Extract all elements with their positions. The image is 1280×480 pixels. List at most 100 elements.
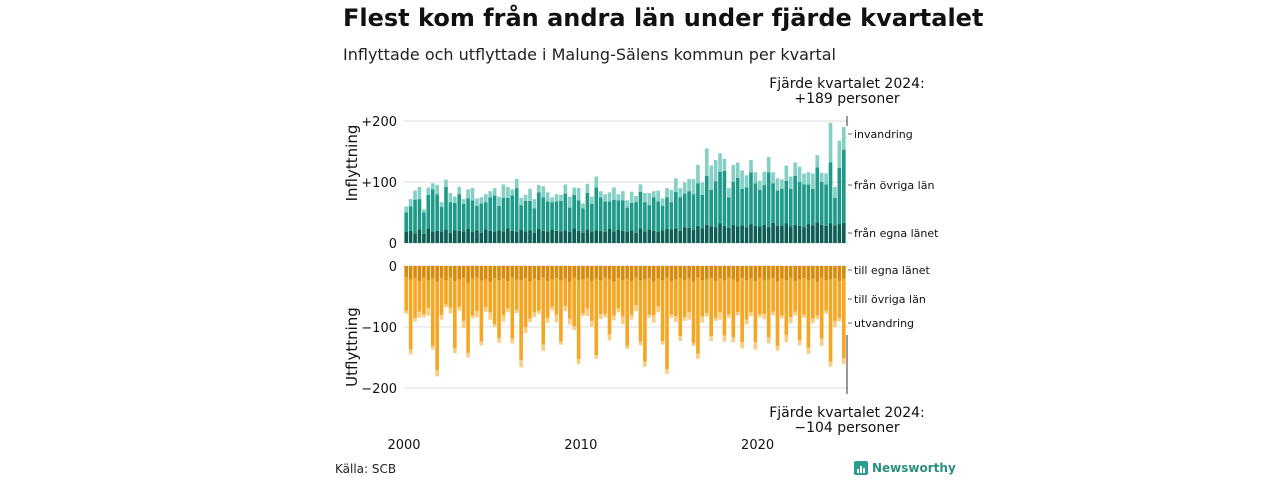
- bar-segment: [457, 266, 462, 280]
- newsworthy-logo[interactable]: Newsworthy: [854, 461, 956, 475]
- bar-segment: [762, 171, 767, 186]
- bar-segment: [647, 314, 652, 318]
- bar-segment: [665, 266, 669, 278]
- bar-segment: [572, 194, 576, 229]
- bar-segment: [731, 164, 736, 182]
- bar-segment: [780, 225, 784, 243]
- bar-segment: [422, 212, 426, 234]
- bar-segment: [448, 232, 453, 243]
- bar-segment: [784, 266, 789, 281]
- bar-segment: [841, 149, 846, 223]
- bar-segment: [501, 266, 506, 279]
- bar-segment: [722, 171, 727, 226]
- bar-segment: [541, 230, 546, 243]
- bar-segment: [506, 281, 510, 309]
- bar-segment: [470, 200, 475, 233]
- bar-segment: [466, 189, 470, 199]
- bar-segment: [488, 312, 492, 320]
- bar-segment: [439, 278, 444, 315]
- bar-segment: [656, 266, 660, 279]
- bar-segment: [643, 266, 647, 280]
- bar-segment: [718, 153, 722, 172]
- bar-segment: [510, 277, 515, 339]
- bar-segment: [475, 311, 479, 318]
- bar-segment: [532, 208, 537, 233]
- bar-segment: [731, 279, 736, 338]
- bar-segment: [638, 191, 643, 229]
- bar-segment: [802, 278, 806, 315]
- bar-segment: [749, 172, 753, 225]
- bar-segment: [559, 200, 563, 232]
- bar-segment: [629, 266, 634, 282]
- bar-segment: [660, 198, 665, 206]
- bar-segment: [744, 227, 749, 243]
- bar-segment: [439, 202, 444, 208]
- bar-segment: [687, 227, 691, 243]
- bar-segment: [453, 230, 457, 243]
- bar-segment: [793, 266, 797, 282]
- bar-segment: [718, 312, 722, 320]
- bar-segment: [740, 342, 744, 349]
- bar-segment: [793, 162, 797, 176]
- x-tick-label: 2020: [741, 438, 774, 453]
- bar-segment: [634, 266, 638, 278]
- bar-segment: [824, 225, 828, 243]
- bar-segment: [824, 310, 828, 314]
- bar-segment: [665, 188, 669, 198]
- bar-segment: [691, 229, 696, 243]
- bar-segment: [404, 266, 409, 277]
- bar-segment: [528, 200, 532, 231]
- bar-segment: [581, 279, 585, 313]
- series-label: invandring: [854, 128, 913, 141]
- bar-segment: [598, 314, 603, 320]
- bar-segment: [727, 197, 731, 228]
- bar-segment: [704, 175, 709, 225]
- bar-segment: [687, 278, 691, 313]
- bar-segment: [404, 212, 409, 233]
- bar-segment: [532, 312, 537, 318]
- bar-segment: [802, 266, 806, 279]
- bar-segment: [665, 277, 669, 370]
- bar-segment: [426, 187, 431, 195]
- bar-segment: [837, 140, 842, 168]
- bar-segment: [700, 280, 705, 317]
- bar-segment: [651, 197, 656, 231]
- bar-segment: [682, 193, 687, 228]
- bar-segment: [492, 232, 497, 243]
- bar-segment: [501, 197, 506, 232]
- bar-segment: [417, 311, 422, 318]
- bar-segment: [594, 355, 599, 359]
- bar-segment: [483, 279, 488, 307]
- bar-segment: [740, 266, 744, 279]
- bar-segment: [479, 197, 484, 204]
- bar-segment: [422, 277, 426, 315]
- bar-segment: [612, 266, 616, 282]
- bar-segment: [567, 196, 572, 208]
- bar-segment: [607, 192, 612, 202]
- bar-segment: [797, 266, 802, 280]
- bar-segment: [439, 207, 444, 232]
- bar-segment: [603, 201, 607, 233]
- bar-segment: [404, 206, 409, 213]
- bar-segment: [607, 279, 612, 335]
- bar-segment: [545, 281, 550, 318]
- bar-segment: [537, 192, 541, 229]
- bar-segment: [700, 228, 705, 243]
- bar-segment: [669, 314, 674, 318]
- bar-segment: [430, 183, 435, 190]
- bar-segment: [841, 127, 846, 150]
- bar-segment: [483, 266, 488, 280]
- bar-segment: [430, 278, 435, 346]
- bar-segment: [665, 228, 669, 243]
- bar-segment: [651, 315, 656, 323]
- bar-segment: [479, 203, 484, 233]
- bar-segment: [735, 226, 740, 243]
- bar-segment: [735, 266, 740, 282]
- bar-segment: [682, 182, 687, 194]
- bar-segment: [669, 281, 674, 315]
- bar-segment: [448, 202, 453, 233]
- bar-segment: [634, 196, 638, 203]
- bar-segment: [713, 227, 718, 243]
- bar-segment: [554, 201, 559, 231]
- bar-segment: [479, 266, 484, 281]
